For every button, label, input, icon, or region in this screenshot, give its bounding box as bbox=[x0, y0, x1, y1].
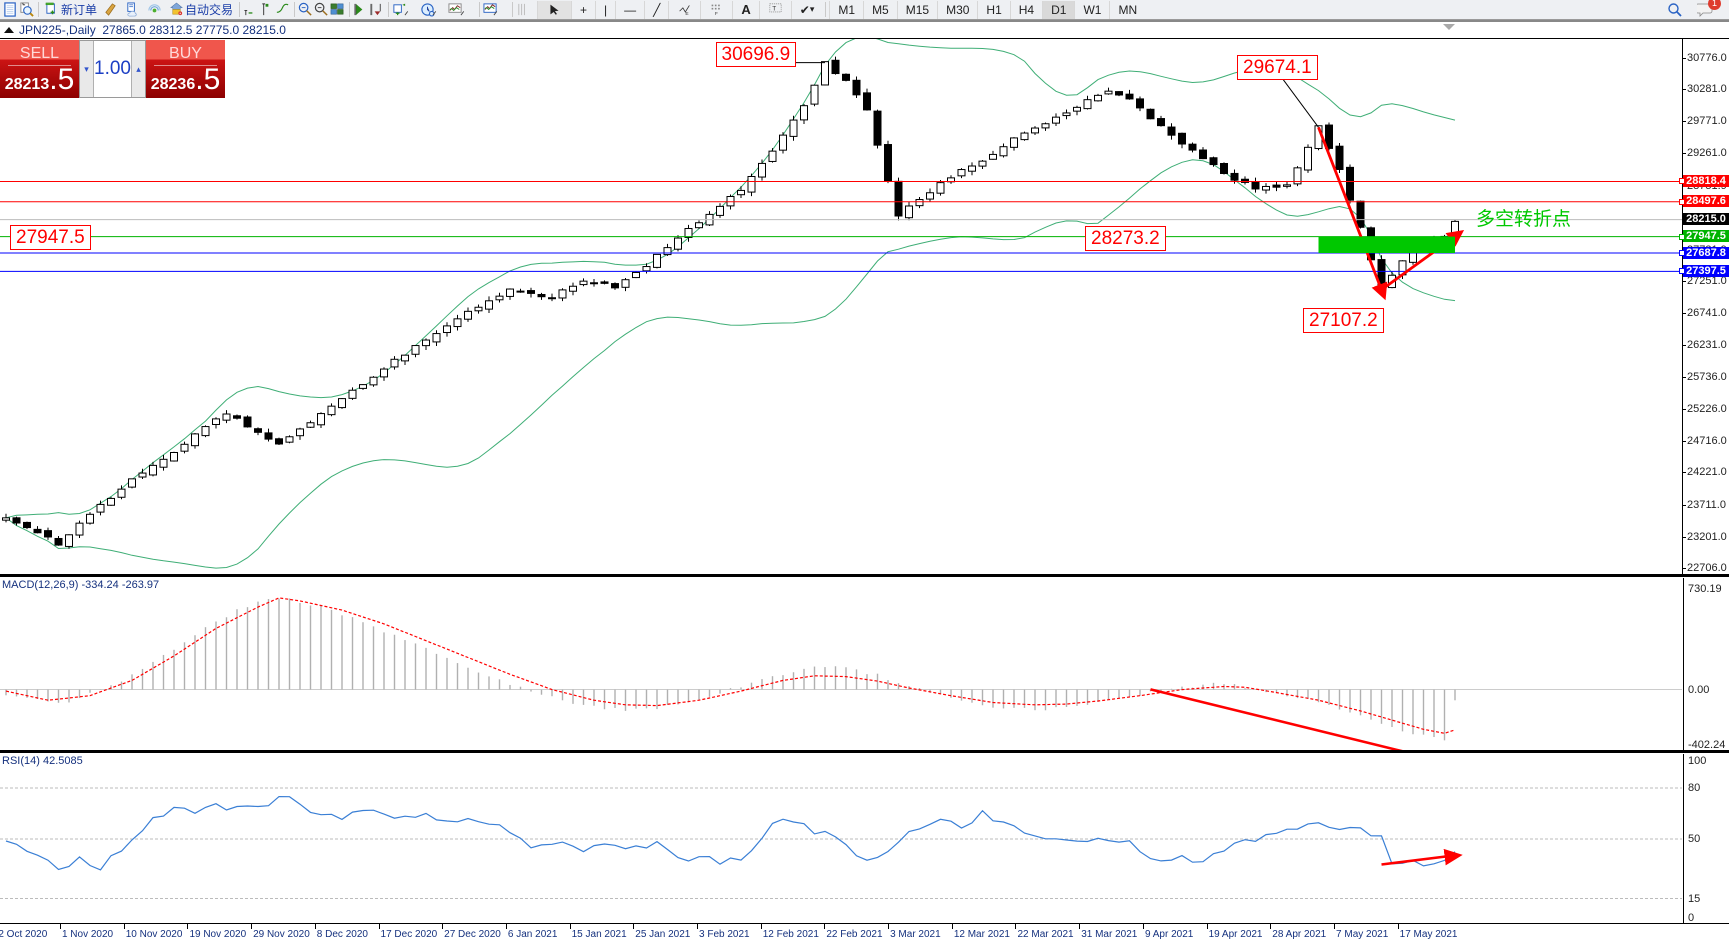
svg-text:E: E bbox=[686, 11, 690, 16]
svg-text:T: T bbox=[772, 5, 776, 12]
svg-text:F: F bbox=[715, 11, 718, 16]
